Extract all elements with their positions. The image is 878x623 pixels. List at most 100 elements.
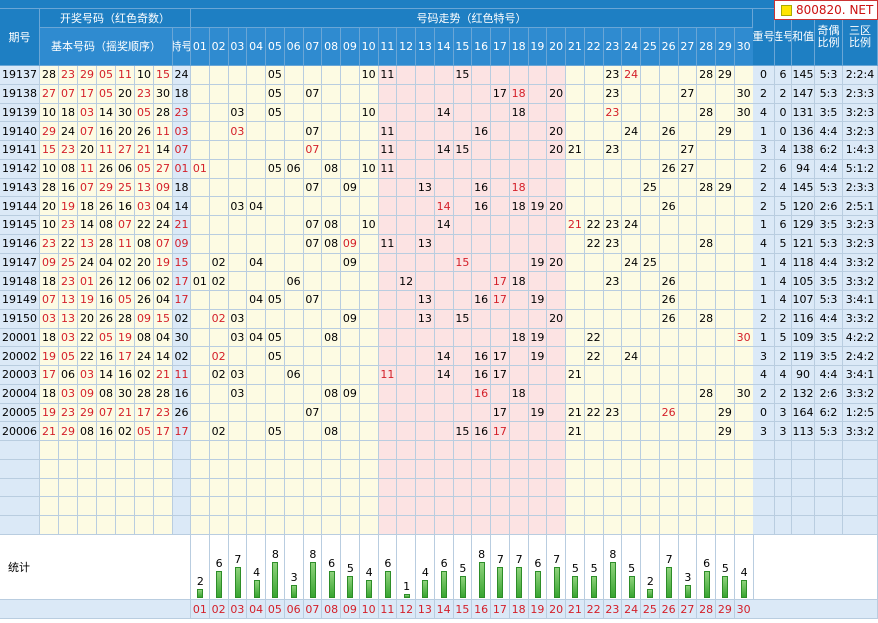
trend-number-cell: 27 (678, 84, 698, 104)
blank-grid-cell (716, 497, 735, 516)
consec-cell: 4 (775, 178, 792, 198)
trend-number-cell: 08 (322, 422, 341, 441)
trend-number-cell: 08 (322, 216, 341, 235)
trend-empty-cell (434, 291, 454, 310)
trend-number-cell: 07 (303, 141, 323, 160)
trend-empty-cell (322, 178, 341, 198)
trend-empty-cell (284, 122, 304, 141)
stat-bar-17 (497, 566, 504, 598)
blank-grid-cell (509, 441, 529, 460)
trend-number-cell: 26 (659, 291, 679, 310)
trend-empty-cell (734, 347, 754, 366)
blank-grid-cell (303, 497, 323, 516)
trend-empty-cell (284, 66, 304, 85)
trend-number-cell: 19 (528, 403, 548, 423)
trend-col-header-03: 03 (228, 28, 248, 66)
basic-number-cell: 03 (59, 328, 78, 348)
blank-grid-cell (472, 441, 491, 460)
blank-grid-cell (341, 459, 360, 479)
blank-grid-cell (792, 441, 815, 460)
trend-empty-cell (378, 328, 398, 348)
trend-empty-cell (209, 159, 229, 179)
trend-empty-cell (284, 309, 304, 329)
trend-number-cell: 18 (509, 197, 529, 216)
trend-number-cell: 23 (603, 272, 623, 291)
stat-value-label: 5 (590, 561, 598, 575)
basic-number-cell: 20 (135, 253, 154, 273)
basic-number-cell: 15 (154, 309, 173, 329)
trend-empty-cell (528, 366, 548, 385)
trend-empty-cell (397, 66, 416, 85)
zone-ratio-cell: 2:4:2 (843, 347, 878, 366)
trend-empty-cell (734, 422, 754, 441)
stat-bar-09 (347, 575, 354, 598)
trend-empty-cell (472, 403, 491, 423)
trend-empty-cell (716, 159, 735, 179)
blank-grid-cell (247, 441, 266, 460)
stat-bar-16 (478, 562, 485, 598)
trend-number-cell: 18 (509, 178, 529, 198)
blank-grid-cell (40, 516, 59, 535)
stat-value-label: 8 (609, 548, 617, 561)
basic-number-cell: 23 (59, 403, 78, 423)
trend-empty-cell (247, 159, 266, 179)
footer-number-17: 17 (491, 600, 510, 619)
trend-number-cell: 16 (472, 384, 491, 404)
blank-grid-cell (734, 441, 754, 460)
trend-empty-cell (284, 291, 304, 310)
trend-empty-cell (397, 366, 416, 385)
trend-empty-cell (472, 159, 491, 179)
trend-number-cell: 17 (491, 347, 510, 366)
trend-empty-cell (266, 197, 285, 216)
sum-cell: 121 (792, 234, 815, 254)
blank-grid-cell (59, 459, 78, 479)
blank-grid-cell (528, 497, 548, 516)
trend-number-cell: 02 (209, 366, 229, 385)
basic-number-cell: 08 (78, 422, 97, 441)
trend-empty-cell (547, 178, 566, 198)
repeat-cell: 1 (753, 216, 775, 235)
trend-empty-cell (641, 291, 660, 310)
site-logo[interactable]: 800820. NET (774, 0, 878, 20)
trend-empty-cell (622, 141, 641, 160)
blank-grid-cell (247, 497, 266, 516)
blank-grid-cell (359, 478, 379, 498)
blank-grid-cell (753, 441, 775, 460)
blank-grid-cell (97, 478, 116, 498)
trend-empty-cell (247, 309, 266, 329)
blank-grid-cell (491, 516, 510, 535)
blank-grid-cell (0, 459, 40, 479)
trend-empty-cell (566, 197, 585, 216)
stats-col (716, 535, 735, 600)
blank-grid-cell (397, 516, 416, 535)
trend-number-cell: 02 (209, 422, 229, 441)
trend-col-header-13: 13 (416, 28, 435, 66)
blank-grid-cell (247, 459, 266, 479)
blank-grid-cell (528, 441, 548, 460)
trend-empty-cell (453, 272, 473, 291)
trend-number-cell: 12 (397, 272, 416, 291)
trend-empty-cell (697, 366, 716, 385)
trend-empty-cell (678, 66, 698, 85)
stats-col (209, 535, 229, 600)
trend-empty-cell (322, 347, 341, 366)
basic-number-cell: 26 (97, 197, 116, 216)
special-number-cell: 09 (173, 234, 191, 254)
trend-number-cell: 17 (491, 84, 510, 104)
trend-number-cell: 14 (434, 197, 454, 216)
blank-grid-cell (359, 516, 379, 535)
odd-even-cell: 6:2 (815, 403, 843, 423)
blank-grid-cell (697, 441, 716, 460)
stat-value-label: 4 (421, 566, 429, 579)
trend-empty-cell (228, 291, 248, 310)
blank-grid-cell (341, 497, 360, 516)
trend-empty-cell (528, 66, 548, 85)
stat-bar-05 (272, 562, 279, 598)
trend-empty-cell (303, 272, 323, 291)
trend-empty-cell (547, 159, 566, 179)
trend-empty-cell (416, 366, 435, 385)
blank-grid-cell (209, 441, 229, 460)
special-number-cell: 30 (173, 328, 191, 348)
blank-grid-cell (678, 459, 698, 479)
trend-empty-cell (191, 253, 210, 273)
